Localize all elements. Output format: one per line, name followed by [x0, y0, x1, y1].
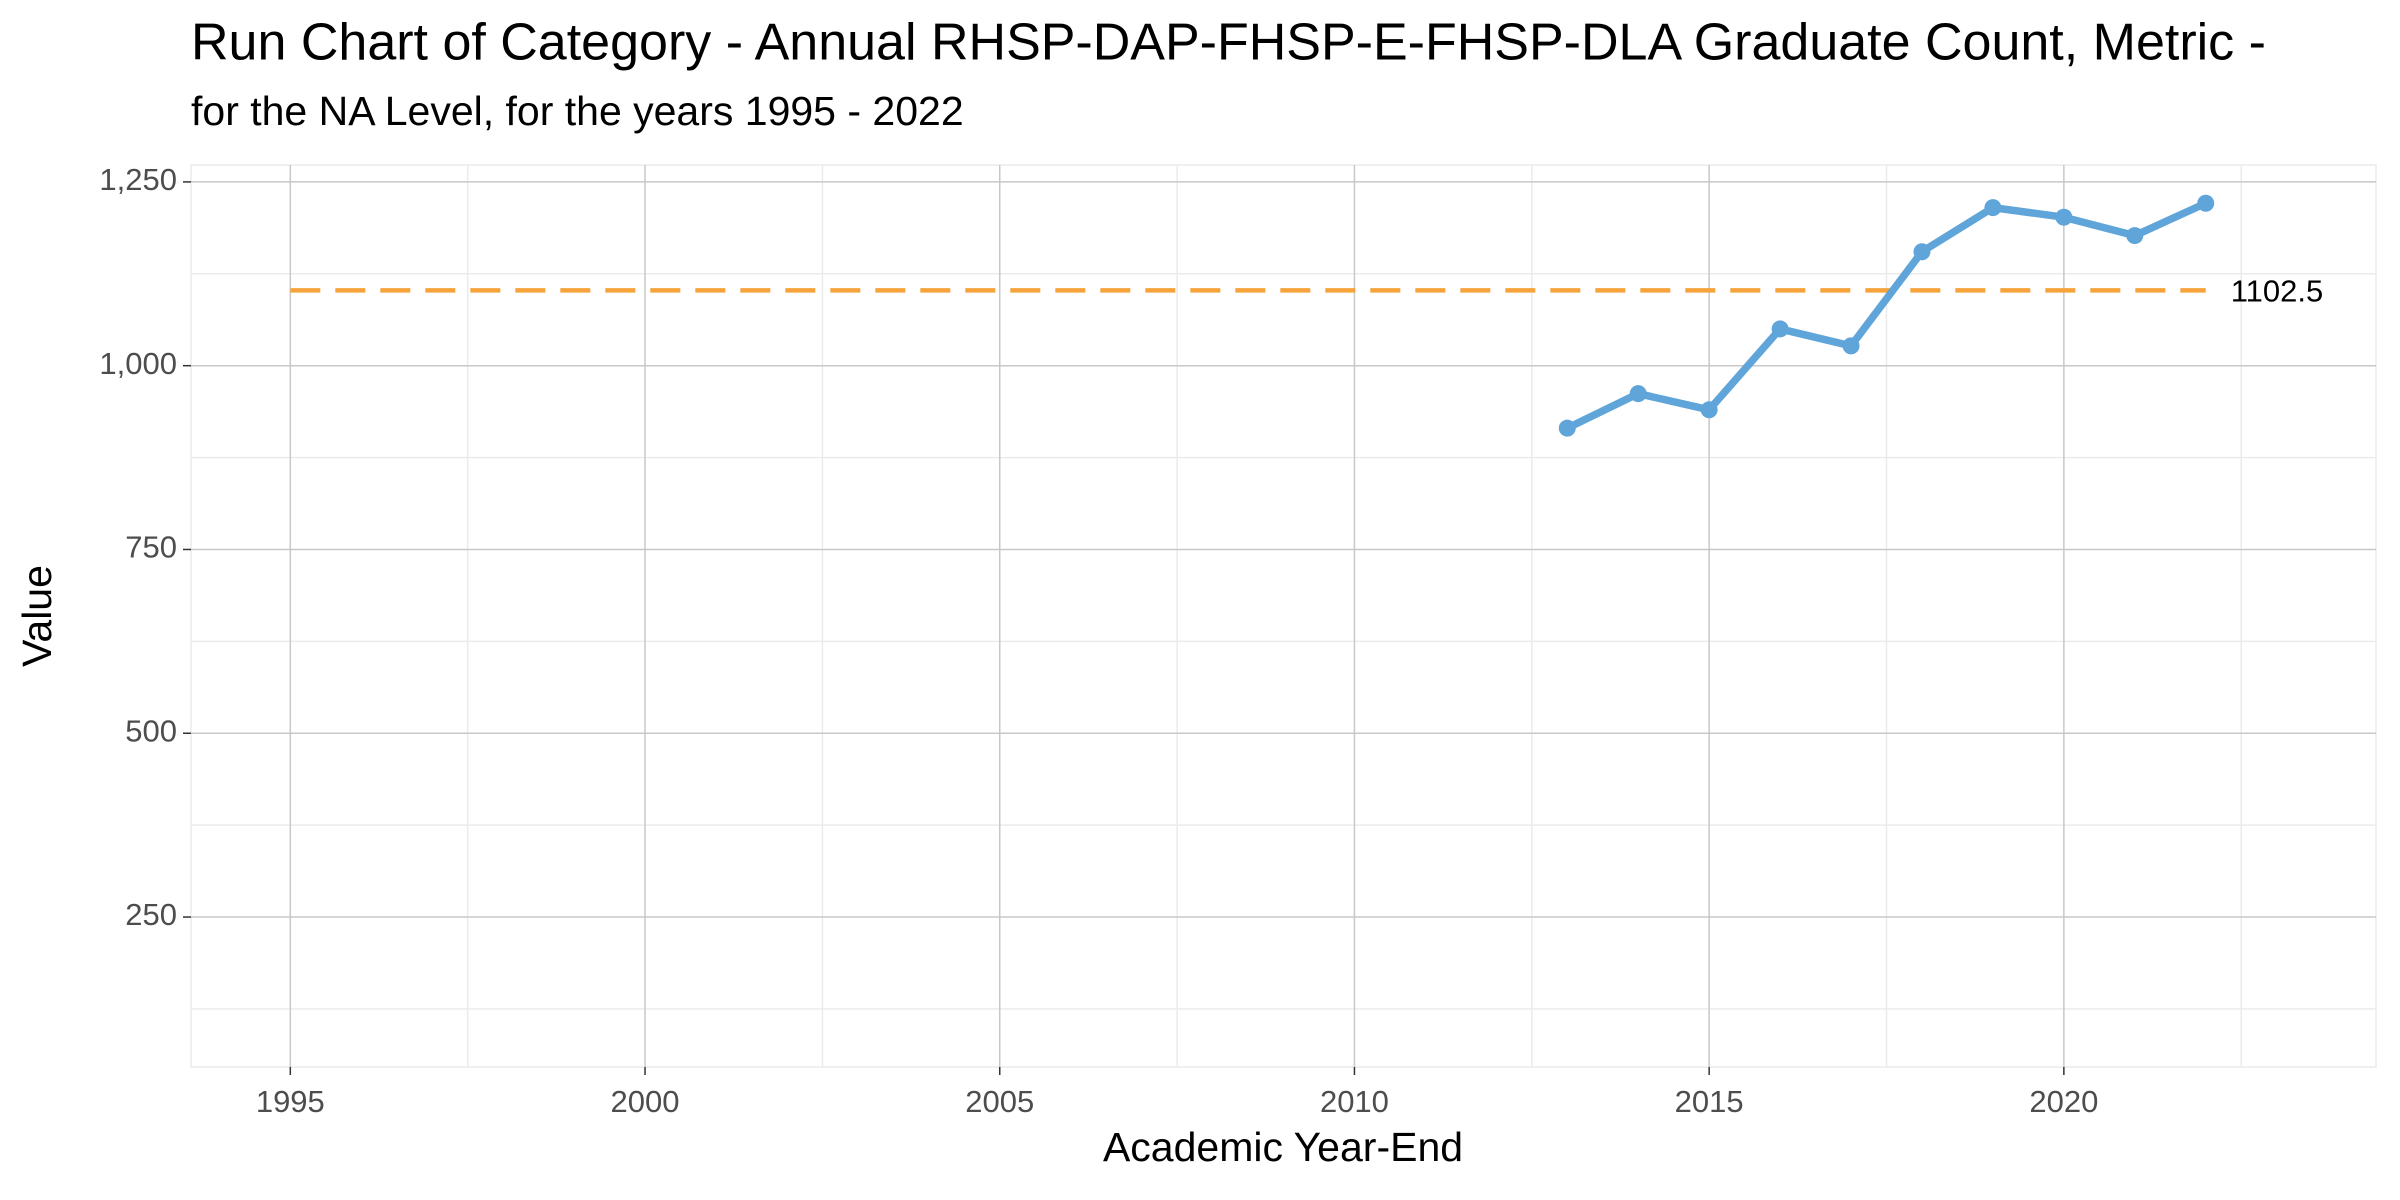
y-tick-label: 1,250	[99, 162, 177, 197]
chart-subtitle: for the NA Level, for the years 1995 - 2…	[191, 88, 964, 134]
y-tick-label: 1,000	[99, 346, 177, 381]
x-tick-label: 2020	[2029, 1084, 2098, 1119]
y-tick-label: 750	[125, 530, 177, 565]
data-point	[1913, 243, 1931, 261]
data-point	[1700, 401, 1718, 419]
data-point	[1629, 385, 1647, 403]
x-tick-label: 1995	[256, 1084, 325, 1119]
data-point	[1771, 320, 1789, 338]
data-point	[1842, 337, 1860, 355]
panel	[190, 164, 2377, 1068]
chart-title: Run Chart of Category - Annual RHSP-DAP-…	[191, 14, 2266, 72]
data-point	[2055, 208, 2073, 226]
series-line	[1565, 199, 2208, 432]
x-tick-label: 2000	[611, 1084, 680, 1119]
data-point	[2197, 194, 2215, 212]
median-label: 1102.5	[2231, 274, 2324, 309]
data-point	[2126, 227, 2144, 245]
x-tick-label: 2010	[1320, 1084, 1389, 1119]
y-axis-title: Value	[14, 565, 60, 667]
y-tick-label: 500	[125, 713, 177, 748]
data-point	[1984, 199, 2002, 217]
x-tick-label: 2015	[1675, 1084, 1744, 1119]
x-tick-label: 2005	[965, 1084, 1034, 1119]
y-tick-label: 250	[125, 897, 177, 932]
data-point	[1558, 419, 1576, 437]
x-axis-title: Academic Year-End	[1103, 1124, 1463, 1170]
